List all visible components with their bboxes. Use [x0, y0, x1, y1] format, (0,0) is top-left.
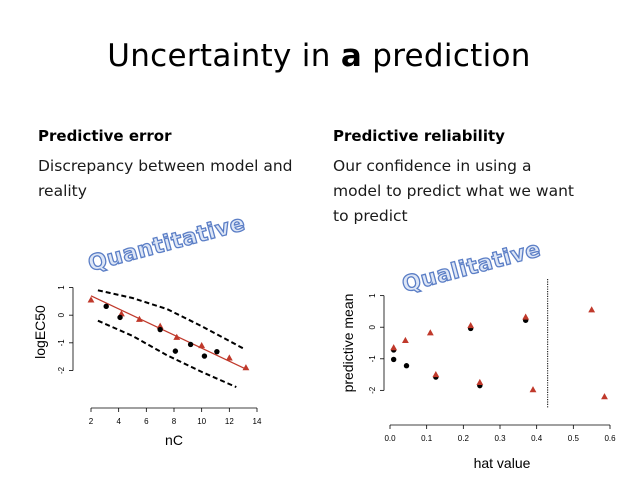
chart1-dot-point	[201, 353, 208, 359]
chart1-fit-line	[90, 295, 247, 370]
chart2-triangle-point	[601, 393, 608, 400]
chart1-x-tick-label: 8	[172, 417, 177, 426]
chart1-triangle-point	[87, 296, 95, 303]
slide-title-prefix: Uncertainty in	[107, 38, 341, 74]
slide-title-emphasis: a	[340, 38, 363, 74]
chart1-x-tick-label: 10	[197, 417, 206, 426]
predictive-error-text: Discrepancy between model and reality	[38, 157, 293, 200]
chart2-dot-point	[390, 356, 397, 363]
chart2-triangle-point	[476, 378, 484, 385]
chart2-y-axis-title: predictive mean	[340, 294, 356, 393]
chart-logec50-vs-nc: 2 4 6 8 10 12 14 -2 -1 0 1 nC logEC50	[32, 285, 262, 448]
chart1-y-axis-title: logEC50	[32, 305, 48, 359]
chart1-triangle-point	[173, 333, 181, 340]
chart1-y-tick-label: 0	[57, 312, 66, 317]
chart1-x-tick-label: 14	[253, 417, 262, 426]
chart1-lower-band	[97, 319, 237, 389]
chart1-dot-point	[214, 348, 220, 355]
chart1-dot-point	[172, 348, 179, 354]
chart2-triangle-point	[401, 336, 409, 343]
chart1-x-tick-label: 6	[144, 417, 149, 426]
chart2-triangle-point	[390, 344, 398, 351]
chart2-x-tick-label: 0.3	[494, 434, 506, 443]
chart1-dot-point	[103, 303, 109, 310]
chart1-y-tick-label: -1	[57, 339, 66, 347]
chart2-x-tick-label: 0.4	[531, 434, 543, 443]
chart1-triangle-point	[156, 322, 164, 329]
chart2-y-tick-label: -2	[368, 386, 377, 394]
chart2-y-tick-label: 1	[368, 293, 377, 298]
chart1-y-tick-label: -2	[57, 366, 66, 374]
chart1-triangle-point	[225, 354, 233, 361]
chart2-x-tick-label: 0.6	[604, 434, 616, 443]
predictive-reliability-text: Our confidence in using a model to predi…	[333, 157, 574, 225]
chart2-x-tick-label: 0.1	[421, 434, 433, 443]
slide-title: Uncertainty in a prediction	[0, 38, 638, 74]
chart1-triangle-point	[135, 315, 143, 322]
chart1-x-tick-label: 4	[116, 417, 121, 426]
chart2-x-tick-label: 0.2	[458, 434, 470, 443]
predictive-error-heading: Predictive error	[38, 127, 172, 145]
chart2-x-tick-label: 0.0	[384, 434, 396, 443]
chart2-triangle-point	[426, 329, 434, 336]
chart2-triangle-point	[529, 386, 537, 393]
chart1-dot-point	[187, 341, 194, 348]
chart2-triangle-point	[432, 370, 440, 378]
chart2-y-tick-label: -1	[368, 355, 377, 363]
chart1-dot-point	[157, 326, 163, 333]
chart2-x-tick-label: 0.5	[568, 434, 580, 443]
chart-predictive-mean-vs-hat-value: 0.0 0.1 0.2 0.3 0.4 0.5 0.6 -2 -1 0 1 hat value pred…	[340, 279, 616, 471]
predictive-reliability-heading: Predictive reliability	[333, 127, 505, 145]
chart2-y-tick-label: 0	[368, 324, 377, 329]
chart1-x-tick-label: 2	[89, 417, 94, 426]
chart1-x-tick-label: 12	[225, 417, 234, 426]
chart1-triangle-point	[198, 341, 206, 349]
chart1-dot-point	[117, 314, 123, 321]
chart2-triangle-point	[588, 306, 596, 313]
chart2-x-axis-title: hat value	[474, 455, 531, 471]
chart1-y-tick-label: 1	[57, 285, 66, 290]
chart2-dot-point	[403, 363, 410, 369]
chart2-triangle-point	[467, 322, 475, 329]
slide-title-suffix: prediction	[362, 38, 531, 74]
chart1-triangle-point	[242, 364, 250, 371]
chart1-x-axis-title: nC	[165, 432, 183, 448]
chart2-triangle-point	[522, 313, 530, 320]
